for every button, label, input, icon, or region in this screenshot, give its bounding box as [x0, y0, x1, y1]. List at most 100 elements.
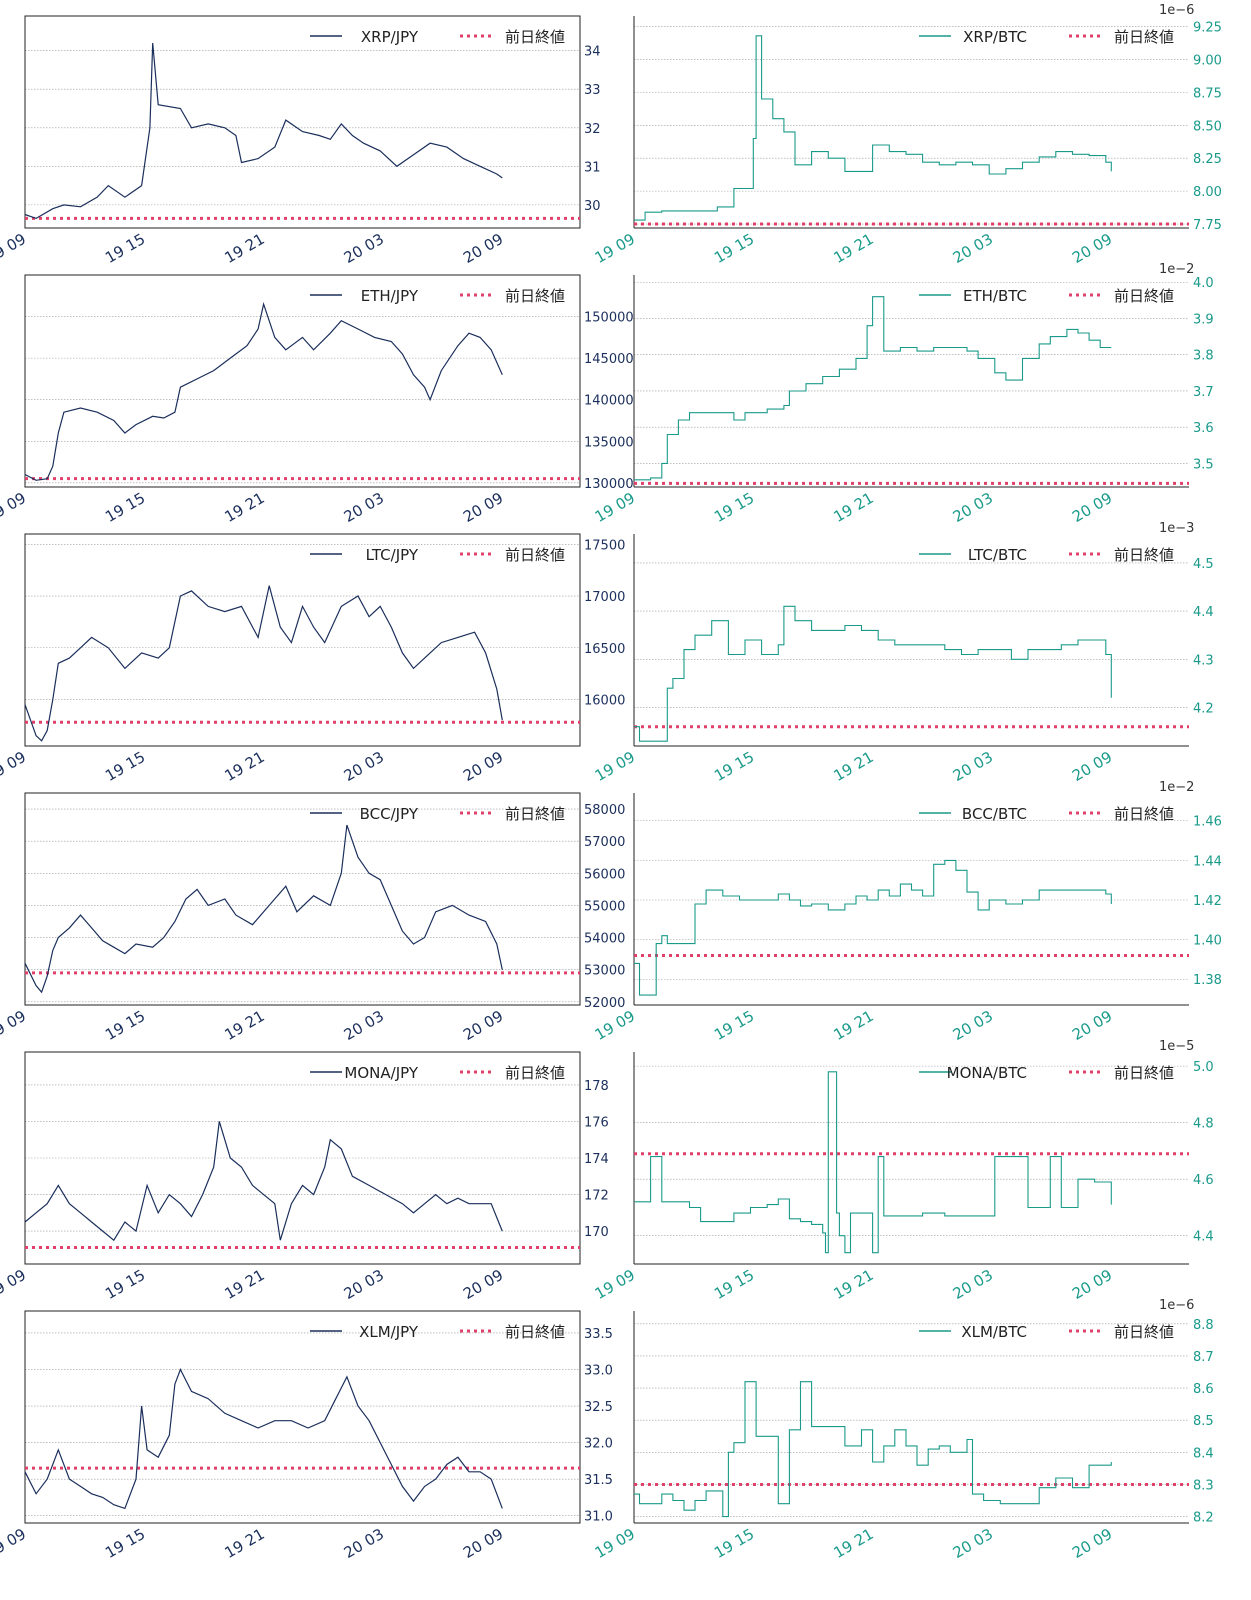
- price-line: [634, 1381, 1112, 1518]
- chart-panel-4: 3.5 3.6 3.7 3.8 3.9 4.01e−2 19 09 19 15 19 21 20 …: [592, 262, 1214, 526]
- x-tick-label: 19 09: [0, 748, 29, 785]
- y-tick-label: 16000: [584, 693, 625, 708]
- x-tick-label: 19 09: [592, 230, 638, 267]
- x-tick-label: 19 15: [102, 1007, 148, 1044]
- x-tick-label: 20 03: [950, 748, 996, 785]
- legend-label-price: ETH/JPY: [361, 287, 419, 305]
- x-tick-label: 20 09: [460, 1007, 506, 1044]
- x-tick-label: 19 21: [221, 1266, 267, 1303]
- legend-label-ref: 前日終値: [1114, 1064, 1174, 1082]
- x-tick-label: 20 03: [950, 1007, 996, 1044]
- price-line: [24, 301, 503, 481]
- y-tick-label: 4.6: [1193, 1173, 1214, 1188]
- axis-offset-label: 1e−6: [1159, 3, 1194, 18]
- legend-label-price: LTC/BTC: [968, 546, 1027, 564]
- legend-label-ref: 前日終値: [505, 287, 565, 305]
- x-tick-label: 19 09: [592, 489, 638, 526]
- x-tick-label: 20 03: [341, 1266, 387, 1303]
- y-tick-label: 8.00: [1193, 185, 1222, 200]
- y-tick-label: 8.3: [1193, 1478, 1214, 1493]
- y-tick-label: 4.2: [1193, 701, 1214, 716]
- price-line: [634, 605, 1112, 742]
- x-tick-label: 19 15: [711, 748, 757, 785]
- axis-offset-label: 1e−3: [1159, 521, 1194, 536]
- y-tick-label: 1.46: [1193, 815, 1222, 830]
- legend-label-price: MONA/JPY: [344, 1064, 418, 1082]
- x-tick-label: 20 03: [950, 1525, 996, 1562]
- price-line: [634, 859, 1112, 996]
- y-tick-label: 8.2: [1193, 1511, 1214, 1526]
- y-tick-label: 17000: [584, 590, 625, 605]
- chart-panel-3: 130000 135000 140000 145000 150000 19 09 19 15…: [0, 274, 634, 526]
- x-tick-label: 19 09: [0, 1266, 29, 1303]
- x-tick-label: 20 09: [1069, 1525, 1115, 1562]
- y-tick-label: 33: [584, 83, 601, 98]
- y-tick-label: 30: [584, 199, 601, 214]
- legend-label-ref: 前日終値: [1114, 805, 1174, 823]
- y-tick-label: 8.6: [1193, 1382, 1214, 1397]
- legend-label-ref: 前日終値: [505, 1064, 565, 1082]
- x-tick-label: 19 15: [711, 1007, 757, 1044]
- y-tick-label: 32.5: [584, 1400, 613, 1415]
- x-tick-label: 20 09: [1069, 1266, 1115, 1303]
- plot-frame: [24, 1310, 581, 1524]
- y-tick-label: 9.00: [1193, 53, 1222, 68]
- y-tick-label: 33.0: [584, 1363, 613, 1378]
- y-tick-label: 176: [584, 1115, 609, 1130]
- x-tick-label: 20 03: [341, 489, 387, 526]
- x-tick-label: 19 09: [592, 1007, 638, 1044]
- x-tick-label: 19 09: [592, 748, 638, 785]
- x-tick-label: 19 21: [830, 1525, 876, 1562]
- legend-label-ref: 前日終値: [505, 546, 565, 564]
- chart-panel-11: 31.0 31.5 32.0 32.5 33.0 33.5 19 09 19 15 19 21 2…: [0, 1310, 613, 1562]
- x-tick-label: 19 21: [830, 489, 876, 526]
- y-tick-label: 130000: [584, 477, 634, 492]
- legend-label-ref: 前日終値: [1114, 1323, 1174, 1341]
- x-tick-label: 20 03: [341, 1525, 387, 1562]
- x-tick-label: 19 21: [221, 489, 267, 526]
- y-tick-label: 58000: [584, 803, 625, 818]
- y-tick-label: 4.5: [1193, 557, 1214, 572]
- y-tick-label: 33.5: [584, 1327, 613, 1342]
- y-tick-label: 4.3: [1193, 653, 1214, 668]
- legend-label-price: XLM/JPY: [359, 1323, 419, 1341]
- plot-frame: [24, 15, 581, 229]
- legend-label-ref: 前日終値: [1114, 287, 1174, 305]
- x-tick-label: 20 03: [341, 230, 387, 267]
- y-tick-label: 8.50: [1193, 119, 1222, 134]
- x-tick-label: 19 15: [711, 489, 757, 526]
- x-tick-label: 19 21: [830, 1007, 876, 1044]
- y-tick-label: 53000: [584, 964, 625, 979]
- x-tick-label: 19 21: [221, 230, 267, 267]
- x-tick-label: 19 15: [102, 489, 148, 526]
- price-line: [634, 35, 1112, 221]
- y-tick-label: 5.0: [1193, 1060, 1214, 1075]
- y-tick-label: 174: [584, 1152, 609, 1167]
- y-tick-label: 34: [584, 45, 601, 60]
- y-tick-label: 3.6: [1193, 421, 1214, 436]
- legend-label-price: MONA/BTC: [947, 1064, 1027, 1082]
- chart-panel-6: 4.2 4.3 4.4 4.5 1e−3 19 09 19 15 19 21 20 03 20 0…: [592, 521, 1214, 785]
- legend-label-price: XRP/BTC: [963, 28, 1027, 46]
- legend-label-ref: 前日終値: [1114, 546, 1174, 564]
- chart-panel-5: 16000 16500 17000 17500 19 09 19 15 19 21 20 03…: [0, 533, 625, 785]
- x-tick-label: 19 09: [0, 1007, 29, 1044]
- y-tick-label: 172: [584, 1189, 609, 1204]
- y-tick-label: 3.9: [1193, 312, 1214, 327]
- x-tick-label: 20 09: [460, 230, 506, 267]
- y-tick-label: 31: [584, 160, 601, 175]
- price-line: [24, 1368, 503, 1510]
- x-tick-label: 19 09: [0, 230, 29, 267]
- y-tick-label: 170: [584, 1225, 609, 1240]
- y-tick-label: 1.38: [1193, 973, 1222, 988]
- y-tick-label: 54000: [584, 932, 625, 947]
- y-tick-label: 1.42: [1193, 894, 1222, 909]
- chart-panel-8: 1.38 1.40 1.42 1.44 1.46 1e−2 19 09 19 15 19 21 2…: [592, 780, 1222, 1044]
- x-tick-label: 19 09: [0, 489, 29, 526]
- y-tick-label: 8.7: [1193, 1350, 1214, 1365]
- x-tick-label: 20 09: [460, 1525, 506, 1562]
- chart-panel-1: 30 31 32 33 34 19 09 19 15 19 21 20 03 20 09 XRP/J…: [0, 15, 601, 267]
- chart-panel-2: 7.75 8.00 8.25 8.50 8.75 9.00 9.25 1e−6 19 09 19 …: [592, 3, 1222, 267]
- y-tick-label: 16500: [584, 642, 625, 657]
- axis-offset-label: 1e−2: [1159, 780, 1194, 795]
